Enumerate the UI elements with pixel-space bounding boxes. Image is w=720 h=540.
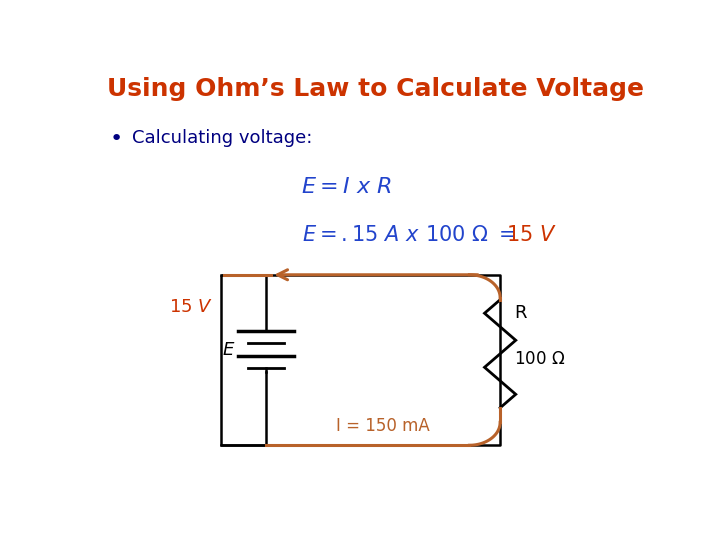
Text: Using Ohm’s Law to Calculate Voltage: Using Ohm’s Law to Calculate Voltage (107, 77, 644, 102)
Text: I = 150 mA: I = 150 mA (336, 417, 430, 435)
Text: R: R (514, 304, 526, 322)
Text: •: • (109, 129, 123, 149)
Text: $15\ V$: $15\ V$ (168, 299, 213, 316)
Text: $E = .15\ A\ x\ 100\ \Omega\ =$: $E = .15\ A\ x\ 100\ \Omega\ =$ (302, 225, 516, 245)
Text: Calculating voltage:: Calculating voltage: (132, 129, 312, 147)
Text: $15\ V$: $15\ V$ (505, 225, 557, 245)
Text: $E = I\ x\ R$: $E = I\ x\ R$ (301, 177, 392, 197)
Text: $E$: $E$ (222, 341, 235, 359)
Text: 100 $\Omega$: 100 $\Omega$ (514, 349, 565, 368)
